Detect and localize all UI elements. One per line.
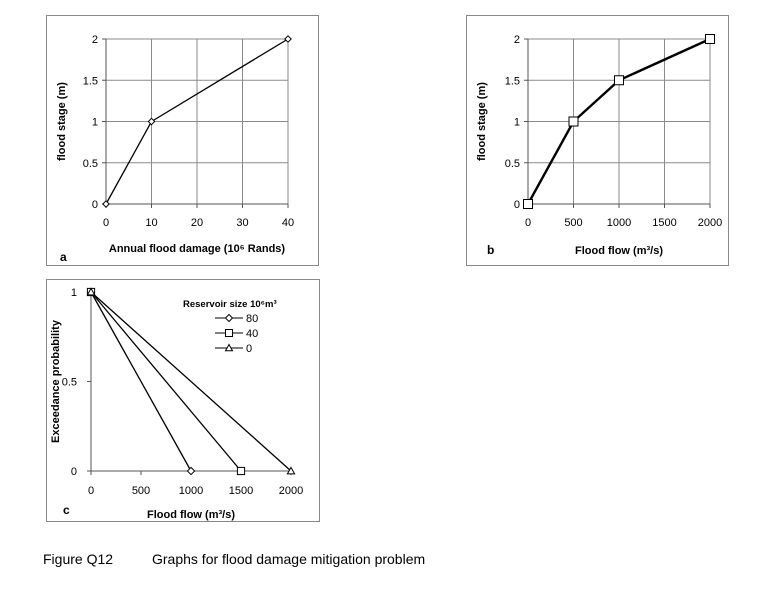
chart-a-x-tick-label: 20	[191, 217, 203, 229]
chart-a-y-tick-label: 2	[92, 34, 98, 46]
chart-panel-a: 0 0.5 1 1.5 2 0 10 20 30 40 Annual flood damage (1…	[46, 15, 319, 266]
chart-c-legend-label: 40	[246, 328, 258, 340]
chart-b-x-tick-label: 0	[525, 217, 531, 229]
chart-b-data-point	[614, 75, 624, 86]
chart-c-y-axis-label: Exceedance probability	[50, 319, 62, 443]
chart-a-x-tick-label: 30	[236, 217, 248, 229]
chart-c-legend-title: Reservoir size 10⁶m³	[183, 299, 277, 310]
chart-c-x-tick-label: 1500	[229, 485, 253, 497]
chart-panel-c: 0 0.5 1 0 500 1000 1500 2000 Flood flow (m³/s) Ex…	[46, 279, 320, 522]
figure-number: Figure Q12	[43, 551, 114, 567]
chart-a-panel-label: a	[60, 250, 67, 264]
chart-b-y-tick-label: 0.5	[505, 158, 520, 170]
chart-c-data-point	[186, 466, 196, 476]
chart-b-data-point	[523, 199, 533, 209]
chart-c-x-axis-label: Flood flow (m³/s)	[147, 509, 235, 521]
chart-a-x-tick-label: 40	[282, 217, 294, 229]
chart-c-series-line	[90, 291, 192, 472]
chart-b-x-axis-label: Flood flow (m³/s)	[575, 245, 663, 257]
chart-b-series-line	[526, 37, 711, 205]
chart-c-data-point	[236, 466, 246, 476]
chart-c-legend-label: 0	[246, 343, 252, 355]
chart-c-x-tick-label: 500	[132, 485, 150, 497]
chart-c-series-line	[90, 291, 292, 472]
chart-a-data-point	[102, 200, 110, 208]
chart-b-y-tick-label: 0	[514, 199, 520, 211]
chart-b-x-tick-label: 1500	[652, 217, 676, 229]
chart-c-x-tick-label: 0	[88, 485, 94, 497]
chart-b-data-point	[705, 34, 715, 44]
chart-c-legend-marker	[224, 343, 234, 352]
chart-c-y-tick-label: 0	[71, 466, 77, 478]
chart-b-y-tick-label: 1.5	[505, 75, 520, 87]
chart-b-x-tick-label: 500	[564, 217, 582, 229]
chart-b-panel-label: b	[487, 243, 494, 257]
chart-c-svg: 0 0.5 1 0 500 1000 1500 2000 Flood flow (m³/s) Ex…	[50, 287, 303, 521]
chart-panel-b: 0 0.5 1 1.5 2 0 500 1000 1500 2000 Flood flow (m³/…	[466, 15, 729, 266]
chart-c-y-tick-label: 0.5	[62, 377, 77, 389]
chart-b-svg: 0 0.5 1 1.5 2 0 500 1000 1500 2000 Flood flow (m³/…	[476, 34, 722, 257]
chart-c-y-tick-label: 1	[71, 287, 77, 299]
chart-c-data-point	[286, 466, 296, 475]
chart-a-y-axis-label: flood stage (m)	[56, 82, 68, 161]
chart-a-y-tick-label: 1	[92, 117, 98, 129]
chart-a-y-tick-label: 0	[92, 199, 98, 211]
chart-a-y-tick-label: 0.5	[83, 158, 98, 170]
chart-b-x-tick-label: 2000	[698, 217, 722, 229]
chart-a-y-tick-label: 1.5	[83, 75, 98, 87]
chart-b-x-tick-label: 1000	[607, 217, 631, 229]
chart-b-y-axis-label: flood stage (m)	[476, 82, 488, 161]
chart-b-y-tick-label: 1	[514, 117, 520, 129]
chart-a-x-tick-label: 10	[145, 217, 157, 229]
chart-c-legend-marker	[225, 329, 233, 337]
chart-a-x-axis-label: Annual flood damage (10⁶ Rands)	[109, 243, 286, 255]
chart-c-x-tick-label: 1000	[179, 485, 203, 497]
chart-b-y-tick-label: 2	[514, 34, 520, 46]
chart-a-data-point	[147, 117, 156, 126]
chart-c-legend-label: 80	[246, 313, 258, 325]
chart-c-legend-marker	[224, 313, 234, 323]
chart-c-panel-label: c	[63, 503, 70, 517]
chart-c-data-point	[86, 287, 96, 296]
chart-a-x-tick-label: 0	[103, 217, 109, 229]
figure-caption: Graphs for flood damage mitigation probl…	[152, 551, 426, 567]
chart-b-data-point	[568, 116, 579, 127]
chart-c-series-line	[90, 291, 242, 472]
chart-a-data-point	[284, 35, 292, 43]
chart-c-x-tick-label: 2000	[279, 485, 303, 497]
